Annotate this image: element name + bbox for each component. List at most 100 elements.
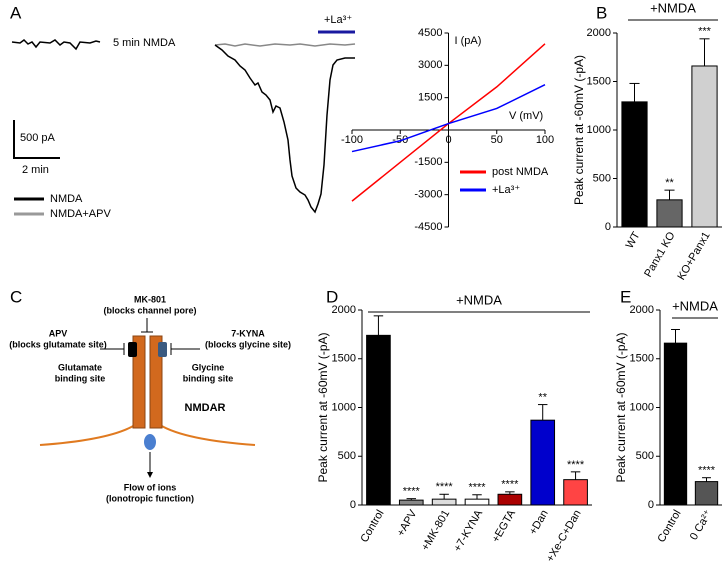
- x-tick-label: +MK-801: [419, 508, 452, 553]
- ion: [144, 434, 156, 450]
- bar: [663, 342, 688, 506]
- x-tick-label: -100: [341, 134, 363, 146]
- legend-label: NMDA: [50, 193, 83, 205]
- legend-label: +La³⁺: [492, 184, 520, 196]
- bar: [691, 65, 718, 228]
- membrane: [39, 424, 136, 446]
- panel-letter: D: [326, 287, 338, 306]
- traces: [11, 30, 356, 216]
- y-axis-label: Peak current at -60mV (-pA): [316, 332, 330, 482]
- bar: [431, 498, 457, 506]
- scale-bar: [13, 120, 60, 159]
- trace-label: 5 min NMDA: [113, 37, 176, 49]
- bar: [464, 498, 490, 506]
- y-tick-label: -4500: [414, 221, 442, 233]
- x-tick-label: +APV: [395, 507, 420, 538]
- y-tick-label: -3000: [414, 189, 442, 201]
- y-tick-label: 500: [636, 450, 654, 462]
- annotation: +NMDA: [672, 298, 718, 313]
- bar: [621, 101, 648, 228]
- diagram-label: (blocks glutamate site): [9, 339, 107, 349]
- x-tick-label: +Dan: [527, 508, 551, 537]
- y-axis-label: Peak current at -60mV (-pA): [572, 55, 586, 205]
- y-tick-label: 0: [350, 499, 356, 511]
- y-tick-label: 1500: [587, 75, 611, 87]
- x-tick-label: Panx1 KO: [642, 230, 678, 280]
- diagram-label: Glycine: [192, 362, 225, 372]
- y-tick-label: 0: [605, 221, 611, 233]
- x-tick-label: 50: [491, 134, 503, 146]
- y-axis-label: Peak current at -60mV (-pA): [614, 332, 628, 482]
- x-tick-label: KO+Panx1: [675, 230, 712, 282]
- annotation: +NMDA: [456, 292, 502, 307]
- diagram-label: binding site: [55, 373, 106, 383]
- x-tick-label: Control: [358, 508, 386, 545]
- panel-letter: A: [10, 3, 22, 22]
- y-tick-label: 1500: [332, 353, 356, 365]
- significance: ****: [403, 486, 421, 498]
- x-tick-label: 100: [536, 134, 554, 146]
- panel-letter: C: [10, 287, 22, 306]
- x-tick-label: -50: [392, 134, 408, 146]
- significance: ****: [501, 479, 519, 491]
- glycine-site: [158, 342, 167, 357]
- x-axis-label: V (mV): [509, 110, 543, 122]
- significance: ****: [698, 465, 716, 477]
- y-tick-label: 2000: [587, 27, 611, 39]
- drug-label: +La³⁺: [324, 14, 352, 26]
- diagram-label: MK-801: [134, 294, 166, 304]
- y-tick-label: 500: [338, 450, 356, 462]
- diagram-label: NMDAR: [185, 402, 226, 414]
- trace: [11, 39, 101, 51]
- y-tick-label: 0: [648, 499, 654, 511]
- significance: **: [665, 177, 674, 189]
- y-tick-label: 3000: [418, 59, 442, 71]
- bar: [694, 481, 719, 506]
- bar: [398, 499, 424, 506]
- x-tick-label: 0 Ca²⁺: [688, 508, 715, 542]
- diagram: [39, 318, 256, 478]
- bar: [530, 419, 556, 506]
- diagram-label: (Ionotropic function): [106, 493, 194, 503]
- diagram-label: 7-KYNA: [231, 328, 265, 338]
- y-tick-label: 1500: [418, 92, 442, 104]
- y-tick-label: 500: [593, 172, 611, 184]
- bar: [656, 199, 683, 228]
- scale-label: 2 min: [22, 164, 49, 176]
- x-tick-label: +Xe-C+Dan: [544, 508, 583, 562]
- bar: [563, 479, 588, 506]
- diagram-label: (blocks channel pore): [103, 305, 196, 315]
- y-axis-label: I (pA): [455, 35, 482, 47]
- y-tick-label: 1500: [630, 353, 654, 365]
- scale-label: 500 pA: [20, 132, 56, 144]
- subunit: [132, 335, 146, 429]
- significance: ****: [436, 481, 454, 493]
- diagram-label: Flow of ions: [124, 482, 177, 492]
- legend-label: NMDA+APV: [50, 208, 111, 220]
- legend-label: post NMDA: [492, 166, 549, 178]
- significance: ****: [468, 482, 486, 494]
- series-line: [351, 84, 546, 153]
- membrane: [159, 424, 256, 446]
- significance: ***: [698, 26, 712, 38]
- diagram-label: Glutamate: [58, 362, 102, 372]
- arrow-head: [147, 472, 153, 478]
- trace: [214, 43, 356, 47]
- x-tick-label: 0: [445, 134, 451, 146]
- annotation: +NMDA: [650, 0, 696, 15]
- bar: [366, 334, 391, 506]
- subunit: [149, 335, 163, 429]
- x-tick-label: +EGTA: [490, 507, 519, 544]
- y-tick-label: 1000: [332, 401, 356, 413]
- bar: [497, 493, 523, 506]
- x-tick-label: +7-KYNA: [452, 507, 486, 554]
- y-tick-label: 2000: [630, 304, 654, 316]
- y-tick-label: 4500: [418, 27, 442, 39]
- y-tick-label: 1000: [587, 124, 611, 136]
- diagram-label: (blocks glycine site): [205, 339, 291, 349]
- y-tick-label: 1000: [630, 401, 654, 413]
- significance: ****: [567, 459, 585, 471]
- diagram-label: binding site: [183, 373, 234, 383]
- y-tick-label: 2000: [332, 304, 356, 316]
